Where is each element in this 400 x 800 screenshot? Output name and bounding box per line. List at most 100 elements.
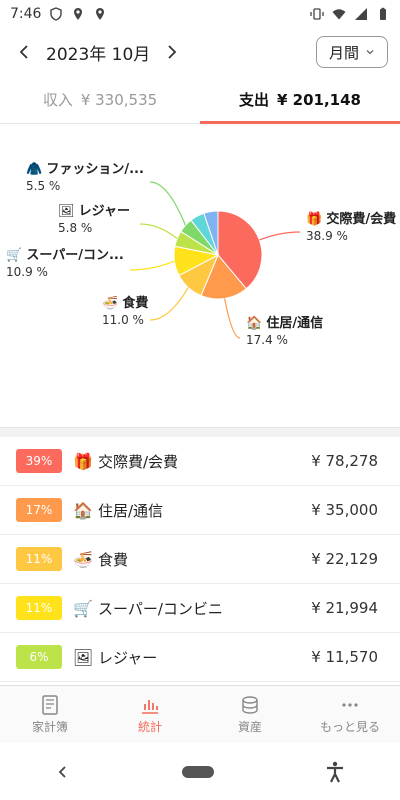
percent-badge: 39% xyxy=(16,449,62,473)
jacket-icon: 🧥 xyxy=(26,162,47,177)
noodle-icon: 🍜 xyxy=(73,549,93,569)
period-select[interactable]: 月間 xyxy=(316,36,388,68)
signal-icon xyxy=(355,8,367,20)
system-nav xyxy=(0,743,400,800)
tab-income[interactable]: 収入 ¥ 330,535 xyxy=(0,76,200,123)
status-time: 7:46 xyxy=(10,6,42,22)
pie-label: 🖼 レジャー 5.8 % xyxy=(58,204,130,236)
nav-label: 家計簿 xyxy=(31,720,68,734)
home-pill[interactable] xyxy=(181,765,214,778)
tab-income-amount: ¥ 330,535 xyxy=(80,90,158,109)
shield-icon xyxy=(50,7,63,21)
pie-label-percent: 10.9 % xyxy=(6,265,48,279)
pie-leader-line xyxy=(129,260,175,271)
category-label: 住居/通信 xyxy=(98,501,164,520)
pie-label: 🧥 ファッション/... 5.5 % xyxy=(26,162,144,194)
picture-icon: 🖼 xyxy=(72,647,94,667)
pie-label: 🛒 スーパー/コン... 10.9 % xyxy=(6,248,124,280)
pie-label: 🎁 交際費/会費 38.9 % xyxy=(306,212,396,244)
nav-more[interactable]: もっと見る xyxy=(300,686,400,743)
location-icon xyxy=(74,8,83,20)
pie-slice[interactable] xyxy=(200,254,247,300)
category-amount: ¥ 11,570 xyxy=(311,648,378,666)
house-icon: 🏠 xyxy=(246,316,267,331)
location-icon-2 xyxy=(96,8,105,20)
month-title: 2023年 10月 xyxy=(46,44,151,65)
category-label: 交際費/会費 xyxy=(98,452,179,471)
book-icon xyxy=(42,695,58,715)
pie-leader-line xyxy=(139,223,178,240)
percent-badge: 11% xyxy=(16,596,62,620)
nav-statistics[interactable]: 統計 xyxy=(100,686,200,743)
percent-badge: 17% xyxy=(16,498,62,522)
pie-label: 🍜 食費 11.0 % xyxy=(102,296,148,328)
bottom-nav: 家計簿 統計 資産 もっと見る xyxy=(0,685,400,743)
pie-label-name: 交際費/会費 xyxy=(326,212,397,227)
pie-label-name: レジャー xyxy=(78,204,130,219)
percent-badge: 11% xyxy=(16,547,62,571)
list-item[interactable]: 11% 🛒 スーパー/コンビニ ¥ 21,994 xyxy=(0,584,400,633)
pie-label-percent: 11.0 % xyxy=(102,313,144,327)
gift-icon: 🎁 xyxy=(73,451,93,471)
picture-icon: 🖼 xyxy=(58,204,79,219)
chevron-down-icon xyxy=(366,50,374,55)
coins-icon xyxy=(242,696,258,714)
pie-chart-area: 🎁 交際費/会費 38.9 % 🏠 住居/通信 17.4 % 🍜 食費 11.0 % 🛒 ス… xyxy=(0,124,400,424)
back-icon[interactable] xyxy=(55,764,71,780)
chevron-right-icon xyxy=(168,45,177,59)
pie-label-percent: 17.4 % xyxy=(246,333,288,347)
list-item[interactable]: 11% 🍜 食費 ¥ 22,129 xyxy=(0,535,400,584)
accessibility-icon[interactable] xyxy=(325,761,345,783)
pie-chart[interactable] xyxy=(0,124,400,424)
noodle-icon: 🍜 xyxy=(102,296,123,311)
pie-leader-line xyxy=(149,181,187,226)
list-item[interactable]: 17% 🏠 住居/通信 ¥ 35,000 xyxy=(0,486,400,535)
category-label: 食費 xyxy=(98,550,129,569)
cart-icon: 🛒 xyxy=(6,248,27,263)
tab-expense-amount: ¥ 201,148 xyxy=(277,90,361,109)
pie-label-name: スーパー/コン... xyxy=(26,248,124,263)
nav-household-book[interactable]: 家計簿 xyxy=(0,686,100,743)
chart-icon xyxy=(142,700,158,714)
section-divider xyxy=(0,427,400,437)
category-amount: ¥ 22,129 xyxy=(311,550,378,568)
battery-icon xyxy=(380,7,386,20)
cart-icon: 🛒 xyxy=(73,598,93,618)
more-icon xyxy=(342,703,358,707)
pie-label-percent: 5.8 % xyxy=(58,221,93,235)
pie-leader-line xyxy=(259,231,301,241)
category-amount: ¥ 21,994 xyxy=(311,599,378,617)
header: 2023年 10月 月間 xyxy=(0,28,400,76)
tabs: 収入 ¥ 330,535 支出 ¥ 201,148 xyxy=(0,76,400,124)
pie-label-percent: 38.9 % xyxy=(306,229,348,243)
tab-income-label: 収入 xyxy=(42,91,73,109)
next-month-button[interactable] xyxy=(160,40,184,64)
category-label: スーパー/コンビニ xyxy=(98,599,223,618)
category-amount: ¥ 35,000 xyxy=(311,501,378,519)
category-list: 39% 🎁 交際費/会費 ¥ 78,278 17% 🏠 住居/通信 ¥ 35,0… xyxy=(0,437,400,685)
pie-label-percent: 5.5 % xyxy=(26,179,61,193)
prev-month-button[interactable] xyxy=(12,40,36,64)
nav-label: 資産 xyxy=(237,720,262,734)
list-item[interactable]: 6% 🖼 レジャー ¥ 11,570 xyxy=(0,633,400,682)
category-amount: ¥ 78,278 xyxy=(311,452,378,470)
pie-label-name: 住居/通信 xyxy=(266,316,324,331)
pie-label-name: 食費 xyxy=(122,296,149,311)
pie-label-name: ファッション/... xyxy=(46,162,144,177)
period-label: 月間 xyxy=(328,43,359,62)
wifi-icon xyxy=(332,9,346,20)
nav-label: 統計 xyxy=(137,720,162,734)
pie-leader-line xyxy=(224,298,241,339)
list-item[interactable]: 39% 🎁 交際費/会費 ¥ 78,278 xyxy=(0,437,400,486)
status-bar: 7:46 xyxy=(0,0,400,28)
percent-badge: 6% xyxy=(16,645,62,669)
tab-expense-label: 支出 xyxy=(239,91,270,109)
nav-label: もっと見る xyxy=(319,720,380,734)
gift-icon: 🎁 xyxy=(306,212,327,227)
pie-slice[interactable] xyxy=(203,210,219,256)
nav-assets[interactable]: 資産 xyxy=(200,686,300,743)
chevron-left-icon xyxy=(19,45,28,59)
pie-label: 🏠 住居/通信 17.4 % xyxy=(246,316,323,348)
tab-expense[interactable]: 支出 ¥ 201,148 xyxy=(200,76,400,124)
vibrate-icon xyxy=(310,8,324,20)
